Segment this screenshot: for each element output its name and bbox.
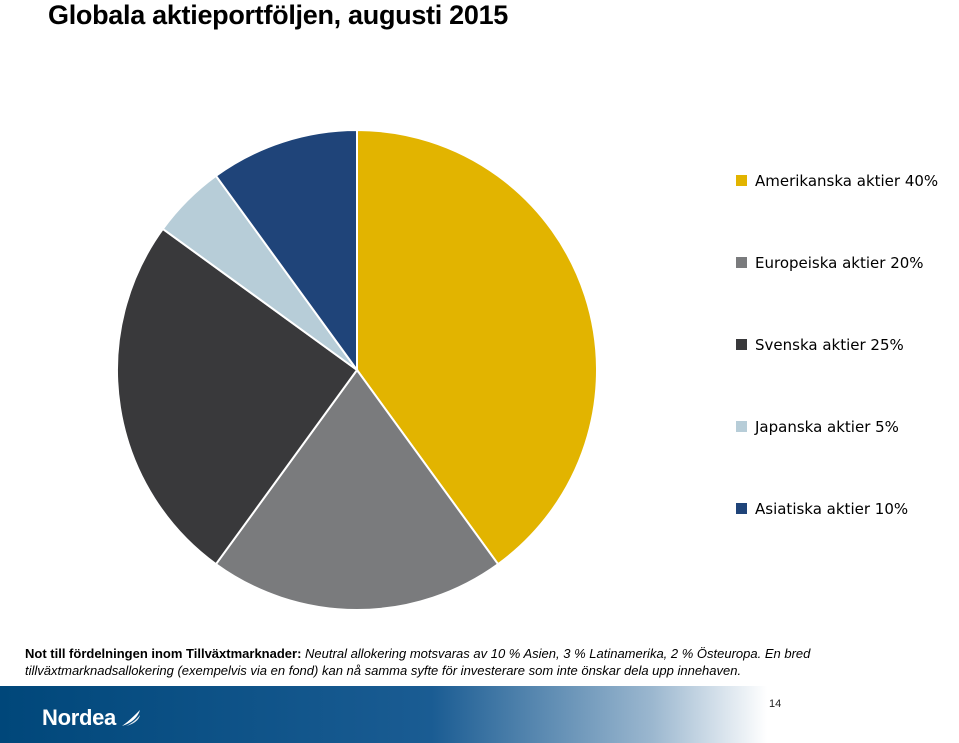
legend-item-4: Japanska aktier 5% (736, 418, 899, 436)
legend-swatch (736, 257, 747, 268)
nordea-sail-icon (122, 710, 140, 726)
slide-title: Globala aktieportföljen, augusti 2015 (48, 0, 509, 30)
legend-label: Asiatiska aktier 10% (755, 500, 909, 518)
legend-swatch (736, 175, 747, 186)
legend-label: Japanska aktier 5% (755, 418, 899, 436)
legend-item-2: Europeiska aktier 20% (736, 254, 924, 272)
nordea-logo: Nordea (42, 705, 116, 730)
legend-label: Europeiska aktier 20% (755, 254, 924, 272)
note-label: Not till fördelningen inom Tillväxtmarkn… (25, 646, 302, 661)
pie-slice-2 (214, 368, 500, 611)
footer-bar (0, 686, 959, 743)
legend-label: Amerikanska aktier 40% (755, 172, 939, 190)
legend-swatch (736, 339, 747, 350)
allocation-note: Not till fördelningen inom Tillväxtmarkn… (25, 645, 959, 679)
legend-item-3: Svenska aktier 25% (736, 336, 904, 354)
legend-item-1: Amerikanska aktier 40% (736, 172, 938, 190)
pie-chart (116, 128, 598, 611)
page-number: 14 (769, 698, 782, 710)
legend-swatch (736, 503, 747, 514)
pie-slice-5 (214, 128, 358, 374)
pie-slice-3 (116, 227, 359, 566)
legend-item-5: Asiatiska aktier 10% (736, 500, 908, 518)
pie-slice-1 (356, 128, 598, 566)
legend-swatch (736, 421, 747, 432)
legend-label: Svenska aktier 25% (755, 336, 904, 354)
note-text: Neutral allokering motsvaras av 10 % Asi… (25, 646, 811, 678)
